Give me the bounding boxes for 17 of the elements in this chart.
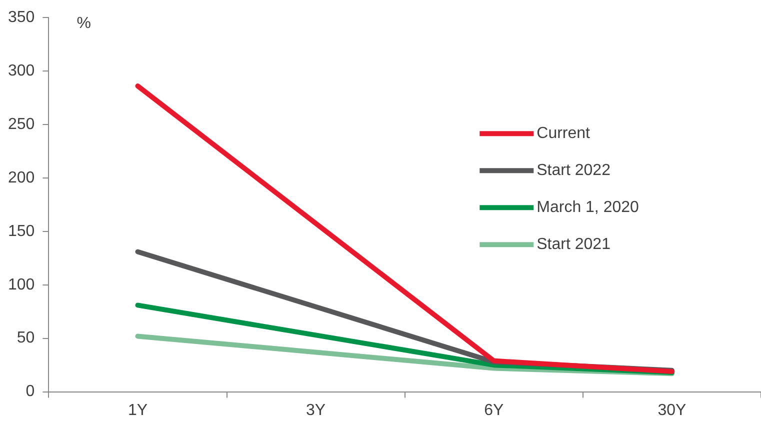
y-tick-label: 0 <box>26 383 35 400</box>
y-tick-label: 350 <box>8 9 35 26</box>
legend-label: Start 2021 <box>536 236 611 254</box>
x-tick-label: 1Y <box>128 402 148 419</box>
y-tick-label: 50 <box>16 330 35 347</box>
legend-label: Start 2022 <box>536 162 611 180</box>
x-tick-label: 30Y <box>658 402 687 419</box>
y-tick-label: 300 <box>8 62 35 80</box>
y-tick-label: 150 <box>8 222 35 240</box>
legend-label: Current <box>536 125 591 142</box>
y-axis-title: % <box>76 15 91 32</box>
y-tick-label: 250 <box>8 116 35 133</box>
x-tick-label: 6Y <box>484 402 504 419</box>
y-tick-label: 100 <box>8 276 35 294</box>
legend-label: March 1, 2020 <box>536 199 640 216</box>
y-tick-label: 200 <box>8 169 35 186</box>
x-tick-label: 3Y <box>306 402 326 419</box>
